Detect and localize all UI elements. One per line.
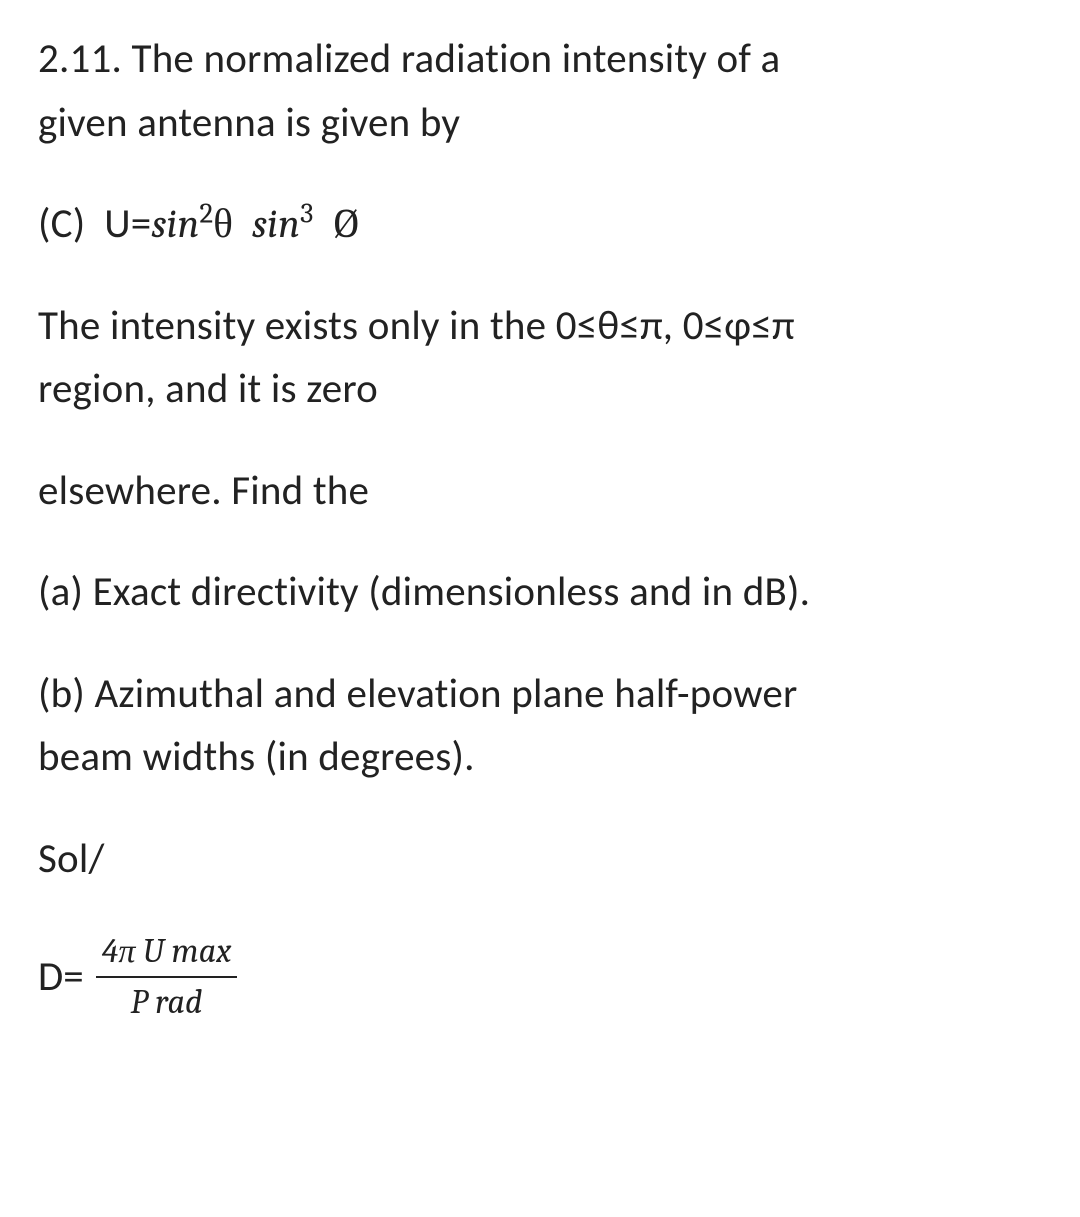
- sin-2: sin: [252, 201, 300, 248]
- equation-c: (C) U=sin2θ sin3 Ø: [38, 193, 1052, 257]
- fraction-denominator: P rad: [96, 978, 238, 1024]
- solution-label: Sol/: [38, 828, 1052, 892]
- region-description: The intensity exists only in the 0≤θ≤π, …: [38, 295, 1052, 422]
- d-label: D=: [38, 952, 84, 1002]
- sin-1: sin: [151, 201, 199, 248]
- part-b-line-1: (b) Azimuthal and elevation plane half-p…: [38, 669, 797, 719]
- intro-line-1: 2.11. The normalized radiation intensity…: [38, 34, 780, 84]
- part-b: (b) Azimuthal and elevation plane half-p…: [38, 663, 1052, 790]
- part-a: (a) Exact directivity (dimensionless and…: [38, 561, 1052, 625]
- problem-intro: 2.11. The normalized radiation intensity…: [38, 28, 1052, 155]
- phi: Ø: [333, 201, 360, 248]
- theta: θ: [213, 201, 233, 248]
- part-b-line-2: beam widths (in degrees).: [38, 732, 475, 782]
- region-line-2: region, and it is zero: [38, 364, 378, 414]
- fraction-numerator: 4π U max: [96, 929, 238, 977]
- region-math: 0≤θ≤π, 0≤ɸ≤π: [556, 301, 795, 351]
- exp-2: 3: [300, 197, 313, 230]
- part-a-text: (a) Exact directivity (dimensionless and…: [38, 567, 810, 617]
- directivity-equation: D= 4π U max P rad: [38, 929, 1052, 1023]
- intro-line-2: given antenna is given by: [38, 98, 460, 148]
- region-line-3-block: elsewhere. Find the: [38, 460, 1052, 524]
- region-line-1-prefix: The intensity exists only in the: [38, 301, 556, 351]
- equation-lhs: U=: [104, 199, 151, 249]
- sol-text: Sol/: [38, 834, 105, 884]
- equation-label: (C): [38, 199, 85, 249]
- fraction: 4π U max P rad: [96, 929, 238, 1023]
- region-line-3: elsewhere. Find the: [38, 466, 369, 516]
- exp-1: 2: [200, 197, 214, 230]
